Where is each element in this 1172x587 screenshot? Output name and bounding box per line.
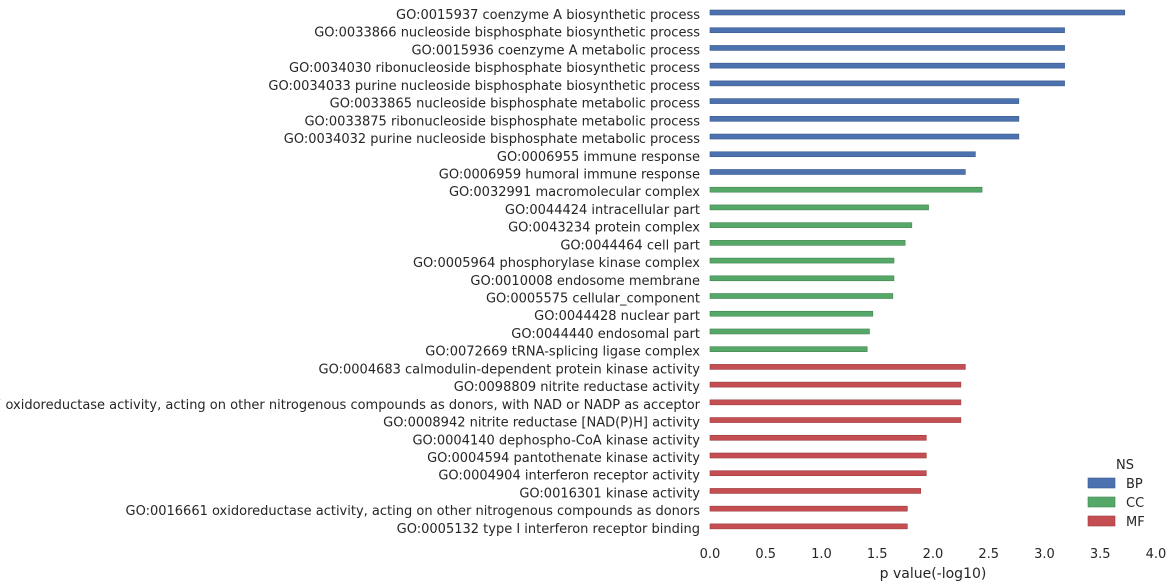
bar [709,151,976,158]
bar [709,257,895,264]
x-tick-label: 1.0 [811,547,832,562]
category-label: GO:0006959 humoral immune response [439,167,700,182]
category-label: GO:0004904 interferon receptor activity [438,469,700,484]
category-label: GO:0010008 endosome membrane [470,274,700,289]
category-label: GO:0016301 kinase activity [519,486,700,501]
category-label: GO:0072669 tRNA-splicing ligase complex [425,345,700,360]
x-tick-label: 3.5 [1090,547,1111,562]
category-label: GO:0004683 calmodulin-dependent protein … [319,362,701,377]
category-label: GO:0046857 oxidoreductase activity, acti… [0,398,701,413]
category-label: GO:0043234 protein complex [508,221,700,236]
category-labels: GO:0015937 coenzyme A biosynthetic proce… [0,8,701,537]
category-label: GO:0005964 phosphorylase kinase complex [413,256,700,271]
legend-swatch-cc [1087,496,1116,508]
category-label: GO:0008942 nitrite reductase [NAD(P)H] a… [383,416,700,431]
category-label: GO:0034030 ribonucleoside bisphosphate b… [289,61,700,76]
bar [709,364,966,370]
bar [709,505,908,512]
bar [709,45,1065,51]
x-tick-label: 3.0 [1034,547,1055,562]
bar [709,417,962,423]
category-label: GO:0044440 endosomal part [511,327,700,342]
category-label: GO:0005132 type I interferon receptor bi… [397,522,700,537]
x-tick-label: 2.5 [978,547,999,562]
category-label: GO:0004594 pantothenate kinase activity [427,451,700,466]
bar [709,293,894,299]
bar [709,328,870,335]
bar [709,186,983,193]
category-label: GO:0034033 purine nucleoside bisphosphat… [268,79,700,94]
category-label: GO:0016661 oxidoreductase activity, acti… [126,504,701,519]
x-tick-label: 1.5 [867,547,888,562]
x-tick-label: 0.0 [700,547,721,562]
bar [709,434,927,441]
bar [709,9,1126,16]
bars-layer [709,9,1126,530]
category-label: GO:0005575 cellular_component [486,292,700,307]
legend-title: NS [1116,458,1134,473]
bar [709,452,927,459]
category-label: GO:0015937 coenzyme A biosynthetic proce… [396,8,700,23]
legend-label-cc: CC [1126,496,1144,511]
bar [709,381,962,388]
category-label: GO:0034032 purine nucleoside bisphosphat… [284,132,700,147]
bar [709,98,1020,104]
category-label: GO:0033865 nucleoside bisphosphate metab… [330,97,701,112]
category-label: GO:0044464 cell part [560,238,700,253]
legend-swatch-mf [1087,515,1116,527]
bar [709,488,922,494]
bar [709,346,868,352]
x-axis-title: p value(-log10) [880,566,987,582]
bar [709,275,895,282]
category-label: GO:0004140 dephospho-CoA kinase activity [412,433,700,448]
category-label: GO:0044424 intracellular part [505,203,700,218]
category-label: GO:0032991 macromolecular complex [449,185,700,200]
bar [709,399,962,406]
category-label: GO:0044428 nuclear part [534,309,700,324]
bar [709,169,966,175]
category-label: GO:0033875 ribonucleoside bisphosphate m… [304,114,700,129]
bar [709,133,1020,140]
legend-label-bp: BP [1126,477,1143,492]
legend-label-mf: MF [1126,515,1145,530]
x-axis-ticks: 0.0 0.5 1.0 1.5 2.0 2.5 3.0 3.5 4.0 [700,547,1167,562]
bar [709,240,906,246]
legend: NS BP CC MF [1087,458,1145,530]
category-label: GO:0033866 nucleoside bisphosphate biosy… [314,26,700,41]
bar [709,470,927,477]
legend-swatch-bp [1087,477,1116,489]
bar [709,310,874,317]
x-tick-label: 4.0 [1146,547,1167,562]
x-tick-label: 0.5 [755,547,776,562]
bar [709,80,1065,87]
bar [709,222,913,228]
bar [709,27,1065,34]
x-tick-label: 2.0 [923,547,944,562]
category-label: GO:0098809 nitrite reductase activity [454,380,701,395]
bar [709,204,929,211]
bar [709,523,908,530]
bar [709,116,1020,122]
category-label: GO:0015936 coenzyme A metabolic process [411,43,700,58]
bar [709,62,1065,69]
category-label: GO:0006955 immune response [497,150,700,165]
